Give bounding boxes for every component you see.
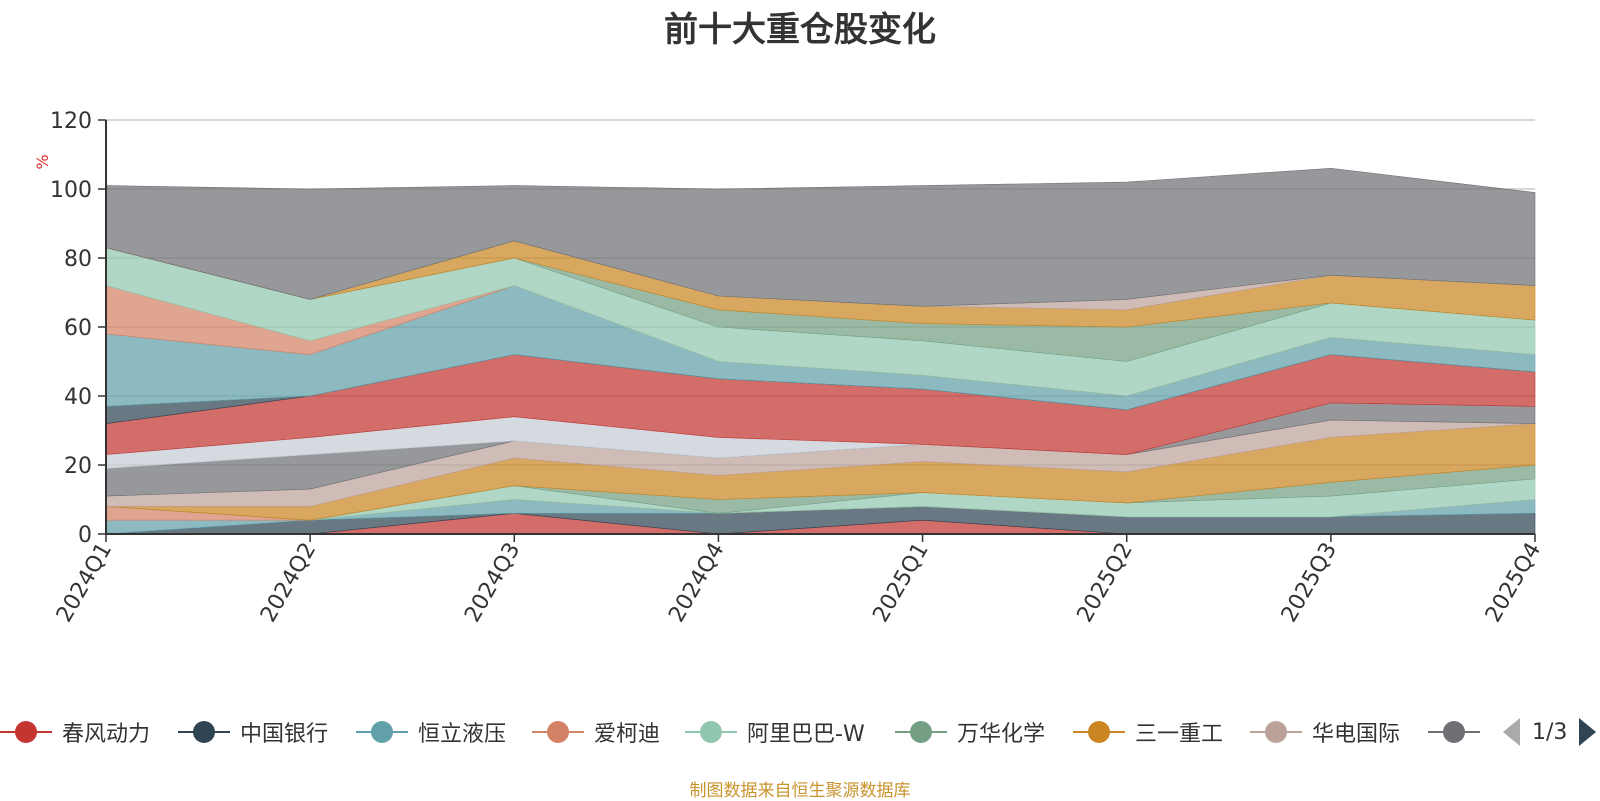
legend-marker-icon xyxy=(895,721,947,743)
triangle-right-icon[interactable] xyxy=(1577,717,1597,747)
legend-item[interactable]: 阿里巴巴-W xyxy=(685,712,865,752)
area-series-18[interactable] xyxy=(105,167,1536,307)
legend-item[interactable]: 三一重工 xyxy=(1073,712,1223,752)
y-tick-label: 40 xyxy=(64,385,92,410)
y-axis-label: % xyxy=(33,154,52,169)
y-tick-label: 60 xyxy=(64,316,92,341)
legend-page-indicator: 1/3 xyxy=(1532,719,1568,745)
legend-item[interactable]: 春风动力 xyxy=(0,712,150,752)
x-tick-label: 2024Q1 xyxy=(52,539,117,627)
x-tick-label: 2024Q4 xyxy=(664,539,729,627)
y-tick-label: 0 xyxy=(78,523,92,548)
legend-label: 中国银行 xyxy=(240,722,329,747)
legend-item[interactable] xyxy=(1428,712,1490,752)
chart-title: 前十大重仓股变化 xyxy=(664,10,936,50)
legend-marker-icon xyxy=(1428,721,1480,743)
area-layer xyxy=(105,167,1536,535)
legend-item[interactable]: 万华化学 xyxy=(895,712,1045,752)
triangle-left-icon[interactable] xyxy=(1502,717,1522,747)
legend-marker-icon xyxy=(532,721,584,743)
x-tick-label: 2025Q4 xyxy=(1481,539,1546,627)
legend-marker-icon xyxy=(685,721,737,743)
x-tick-label: 2025Q1 xyxy=(868,539,933,627)
source-note: 制图数据来自恒生聚源数据库 xyxy=(689,781,911,801)
legend-marker-icon xyxy=(0,721,52,743)
y-tick-label: 100 xyxy=(50,178,92,203)
legend: 春风动力 中国银行 恒立液压 爱柯迪 阿里巴巴-W 万华化学 三一重工 华电国际 1/3 xyxy=(0,712,1600,752)
legend-marker-icon xyxy=(1250,721,1302,743)
chart-canvas: 0 20 40 60 80 100 120 2024Q1 2024Q2 2024Q3 2024Q4 2… xyxy=(33,109,1546,627)
legend-marker-icon xyxy=(356,721,408,743)
legend-label: 恒立液压 xyxy=(418,722,507,747)
x-tick-label: 2024Q3 xyxy=(460,539,525,627)
legend-label: 春风动力 xyxy=(62,722,151,747)
legend-item[interactable]: 爱柯迪 xyxy=(532,712,660,752)
legend-label: 阿里巴巴-W xyxy=(747,722,865,747)
x-tick-label: 2025Q2 xyxy=(1073,539,1138,627)
legend-label: 万华化学 xyxy=(957,722,1046,747)
legend-marker-icon xyxy=(178,721,230,743)
y-tick-label: 20 xyxy=(64,454,92,479)
legend-label: 三一重工 xyxy=(1135,722,1224,747)
legend-item[interactable]: 恒立液压 xyxy=(356,712,506,752)
y-tick-label: 80 xyxy=(64,247,92,272)
legend-item[interactable]: 中国银行 xyxy=(178,712,328,752)
x-tick-label: 2025Q3 xyxy=(1277,539,1342,627)
x-tick-label: 2024Q2 xyxy=(256,539,321,627)
legend-item[interactable]: 华电国际 xyxy=(1250,712,1400,752)
legend-label: 爱柯迪 xyxy=(594,722,661,747)
legend-label: 华电国际 xyxy=(1312,722,1401,747)
y-tick-label: 120 xyxy=(50,109,92,134)
legend-pager: 1/3 xyxy=(1502,712,1597,752)
legend-marker-icon xyxy=(1073,721,1125,743)
